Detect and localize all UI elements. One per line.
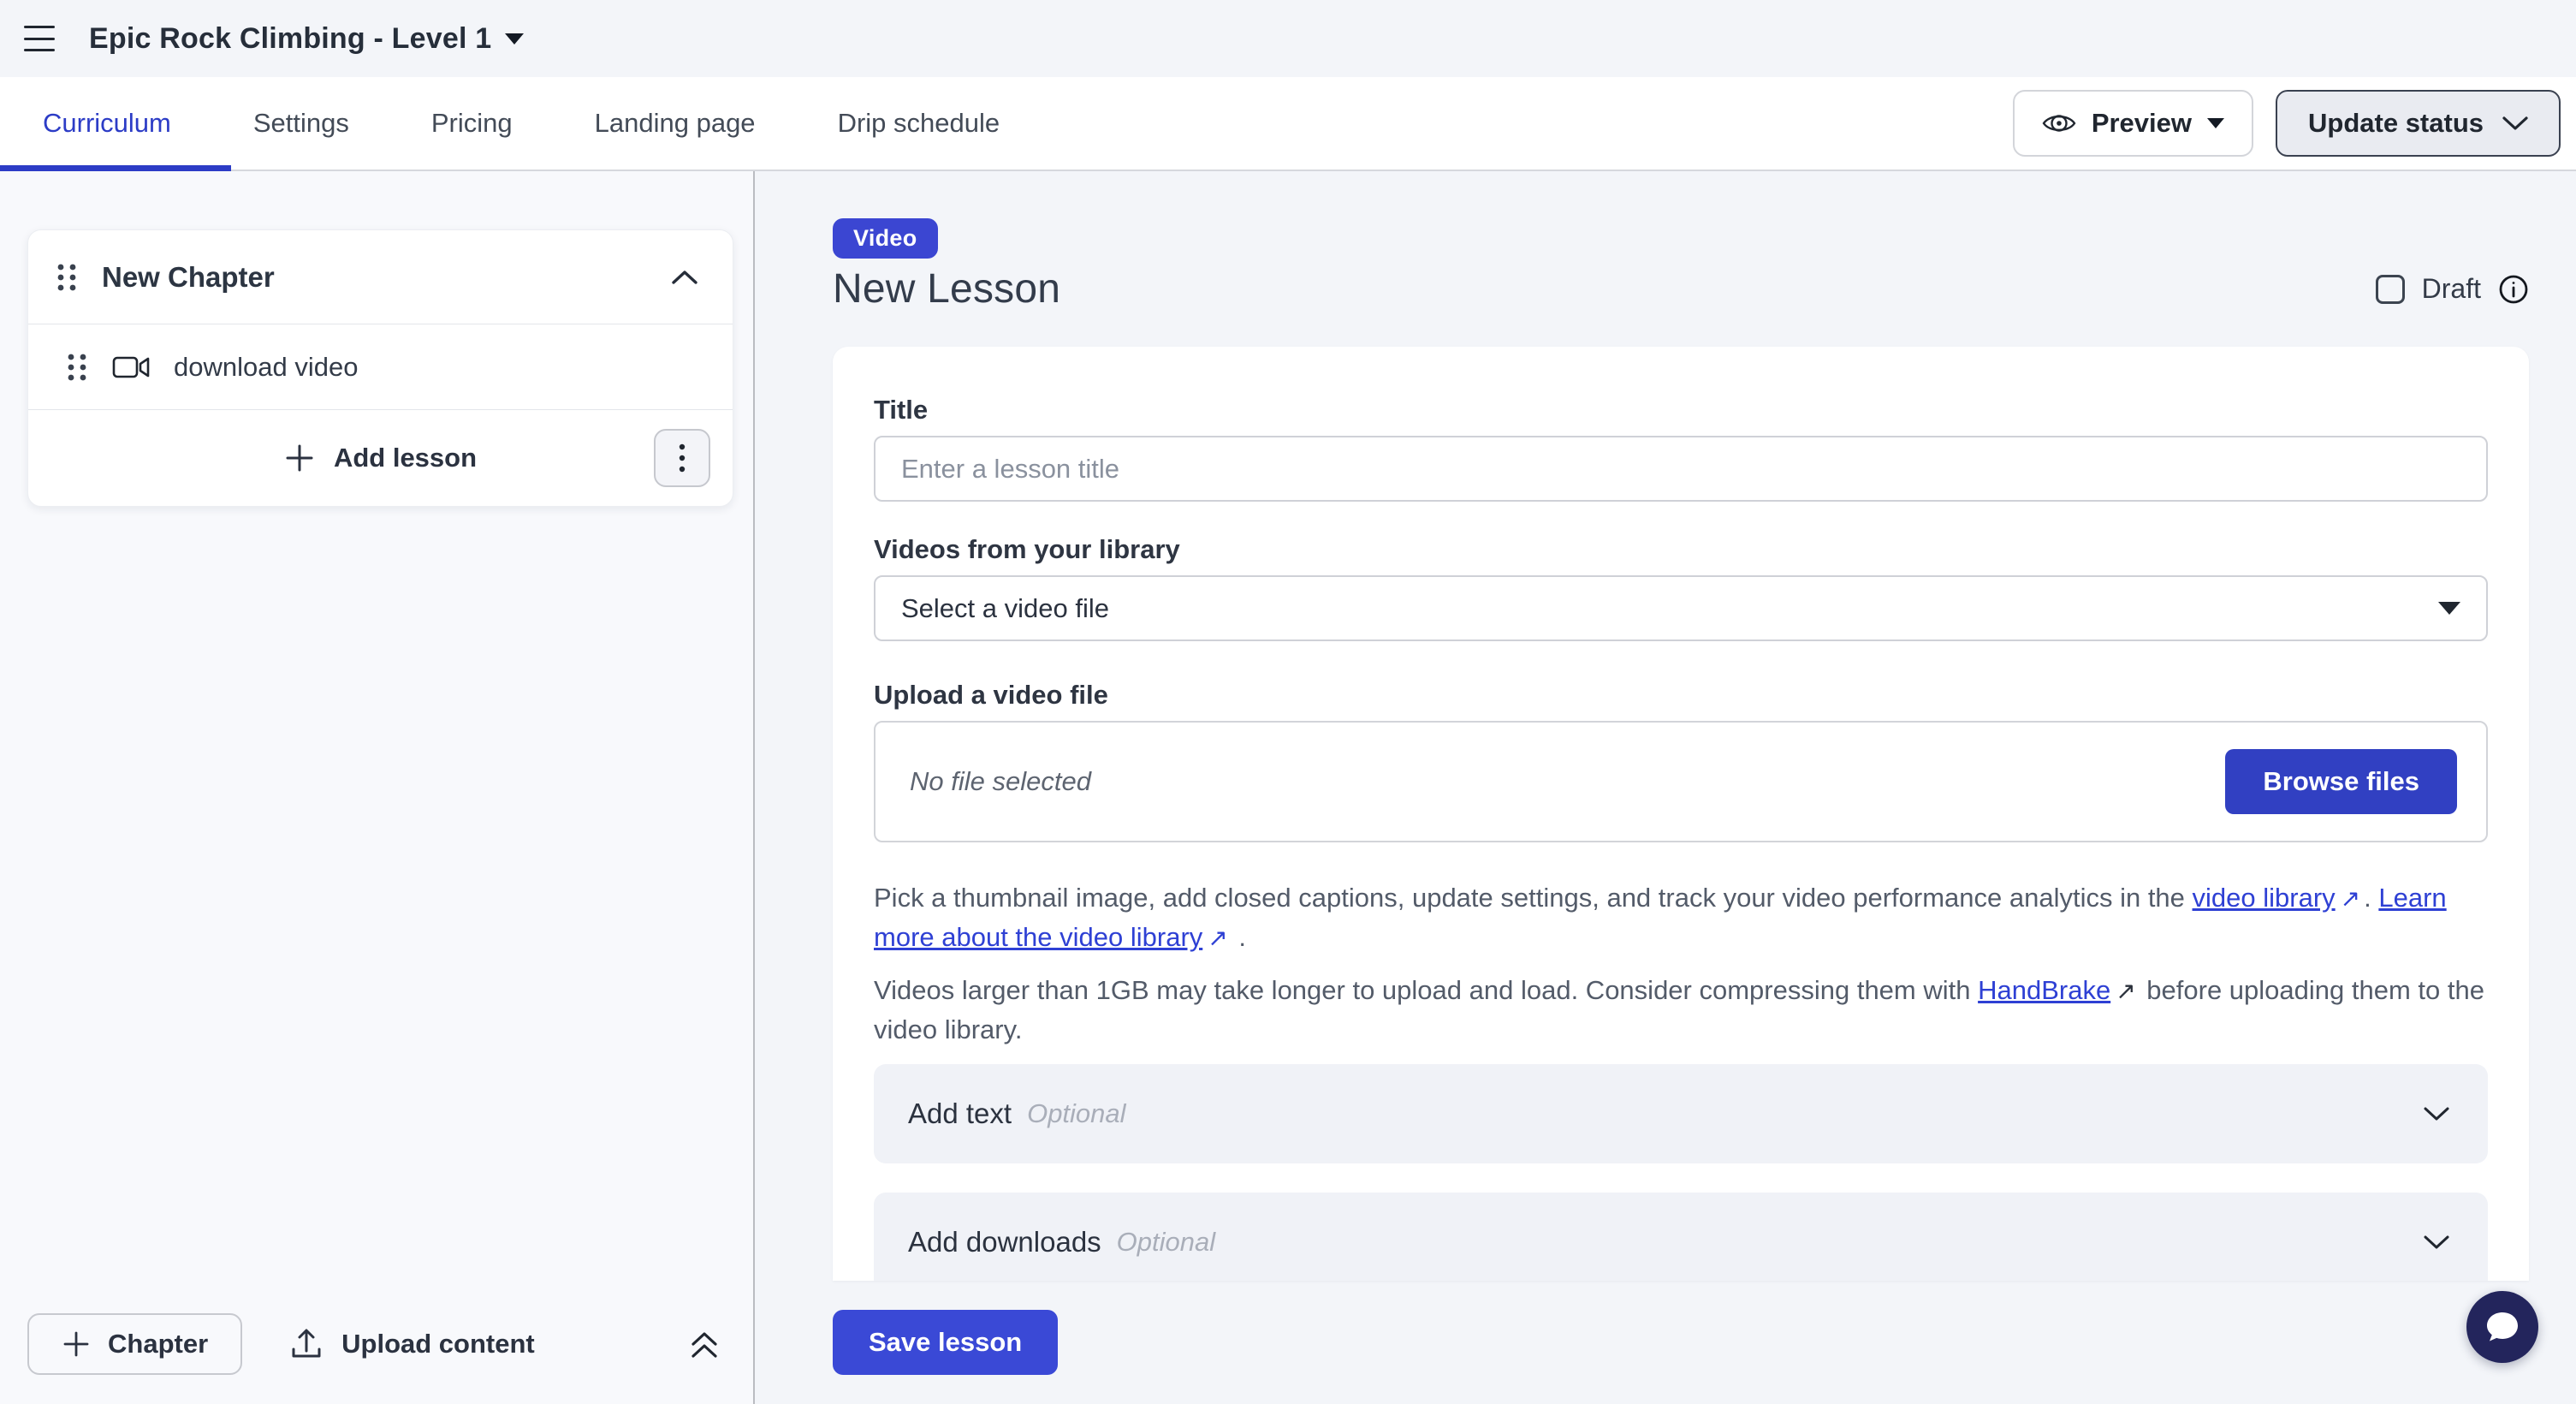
learn-more-link[interactable]: Learn more about the video library [874, 883, 2447, 952]
add-chapter-button[interactable]: Chapter [27, 1313, 243, 1375]
chevron-down-icon [2423, 1234, 2450, 1251]
video-library-link[interactable]: video library [2192, 883, 2336, 913]
chapter-title: New Chapter [102, 260, 275, 293]
chevron-down-icon [2502, 116, 2528, 131]
kebab-menu-icon [679, 443, 686, 473]
add-downloads-section[interactable]: Add downloads Optional [874, 1193, 2488, 1281]
external-link-icon: ↗ [1208, 925, 1228, 951]
tab-curriculum[interactable]: Curriculum [43, 108, 171, 138]
chat-widget-button[interactable] [2466, 1291, 2538, 1363]
video-library-select-value: Select a video file [901, 592, 1109, 623]
course-switcher[interactable]: Epic Rock Climbing - Level 1 [89, 21, 525, 56]
handbrake-link[interactable]: HandBrake [1978, 975, 2111, 1005]
add-text-label: Add text [908, 1098, 1012, 1129]
drag-handle-icon[interactable] [56, 260, 78, 294]
topbar: Epic Rock Climbing - Level 1 [0, 0, 2576, 77]
active-tab-underline [0, 165, 231, 171]
add-lesson-row: Add lesson [28, 410, 733, 506]
update-status-button[interactable]: Update status [2276, 90, 2561, 157]
lesson-form-card: Title Videos from your library Select a … [833, 347, 2529, 1281]
info-icon[interactable] [2498, 274, 2529, 305]
tab-settings[interactable]: Settings [252, 108, 349, 138]
handbrake-help-text: Videos larger than 1GB may take longer t… [874, 971, 2488, 1049]
external-link-icon: ↗ [2340, 885, 2361, 912]
chevron-up-icon[interactable] [671, 269, 698, 286]
content: New Chapter [0, 171, 2576, 1404]
add-lesson-label: Add lesson [333, 443, 478, 473]
video-library-help-text: Pick a thumbnail image, add closed capti… [874, 878, 2488, 957]
tab-actions: Preview Update status [2012, 90, 2561, 157]
plus-icon [62, 1330, 91, 1359]
add-lesson-button[interactable]: Add lesson [284, 443, 477, 473]
upload-icon [290, 1327, 323, 1361]
tab-drip-schedule[interactable]: Drip schedule [837, 108, 1000, 138]
drag-handle-icon[interactable] [66, 350, 88, 384]
page-title: New Lesson [833, 266, 1061, 312]
tabbar: Curriculum Settings Pricing Landing page… [0, 77, 2576, 171]
update-status-button-label: Update status [2308, 108, 2484, 138]
video-library-select[interactable]: Select a video file [874, 575, 2488, 641]
help-text: before uploading them to the video libra… [874, 975, 2484, 1044]
lesson-type-badge: Video [833, 218, 938, 259]
external-link-icon: ↗ [2116, 978, 2136, 1004]
eye-icon [2042, 110, 2076, 136]
add-chapter-label: Chapter [108, 1329, 209, 1359]
help-text: Videos larger than 1GB may take longer t… [874, 975, 1979, 1005]
no-file-text: No file selected [910, 766, 1091, 796]
caret-down-icon [2207, 118, 2225, 128]
help-text: . [2364, 883, 2379, 913]
video-camera-icon [112, 354, 150, 380]
lesson-title-input[interactable] [874, 436, 2488, 502]
upload-field-label: Upload a video file [874, 680, 1108, 710]
title-field-label: Title [874, 395, 929, 425]
chevron-down-icon [2423, 1105, 2450, 1122]
lesson-row[interactable]: download video [28, 324, 733, 410]
help-text: Pick a thumbnail image, add closed capti… [874, 883, 2193, 913]
tab-pricing[interactable]: Pricing [430, 108, 513, 138]
caret-down-icon [505, 33, 525, 45]
lesson-title: download video [174, 351, 359, 382]
add-text-section[interactable]: Add text Optional [874, 1064, 2488, 1163]
course-title: Epic Rock Climbing - Level 1 [89, 21, 492, 55]
draft-group: Draft [2375, 273, 2529, 305]
file-upload-box: No file selected Browse files [874, 721, 2488, 842]
upload-content-label: Upload content [341, 1329, 535, 1359]
collapse-all-icon[interactable] [688, 1327, 721, 1361]
chapter-header[interactable]: New Chapter [28, 230, 733, 324]
curriculum-sidebar: New Chapter [0, 171, 755, 1404]
preview-button-label: Preview [2091, 108, 2193, 138]
draft-label: Draft [2421, 273, 2481, 304]
preview-button[interactable]: Preview [2012, 90, 2254, 157]
optional-label: Optional [1027, 1098, 1126, 1128]
hamburger-menu-icon[interactable] [24, 26, 55, 51]
caret-down-icon [2438, 602, 2460, 615]
chapter-card: New Chapter [27, 229, 733, 507]
optional-label: Optional [1116, 1227, 1216, 1257]
save-lesson-button[interactable]: Save lesson [833, 1310, 1059, 1375]
lesson-editor: Video New Lesson Draft Title Videos from… [755, 171, 2576, 1404]
help-text: . [1231, 922, 1246, 952]
chapter-options-button[interactable] [654, 429, 710, 487]
chat-bubble-icon [2484, 1309, 2521, 1345]
heading-row: New Lesson Draft [833, 265, 2529, 312]
library-field-label: Videos from your library [874, 534, 1180, 564]
upload-content-button[interactable]: Upload content [290, 1327, 535, 1361]
tab-landing-page[interactable]: Landing page [594, 108, 756, 138]
browse-files-button[interactable]: Browse files [2225, 749, 2457, 814]
add-downloads-label: Add downloads [908, 1226, 1101, 1258]
sidebar-footer: Chapter Upload content [0, 1284, 753, 1404]
plus-icon [284, 443, 315, 473]
draft-checkbox[interactable] [2375, 274, 2405, 304]
